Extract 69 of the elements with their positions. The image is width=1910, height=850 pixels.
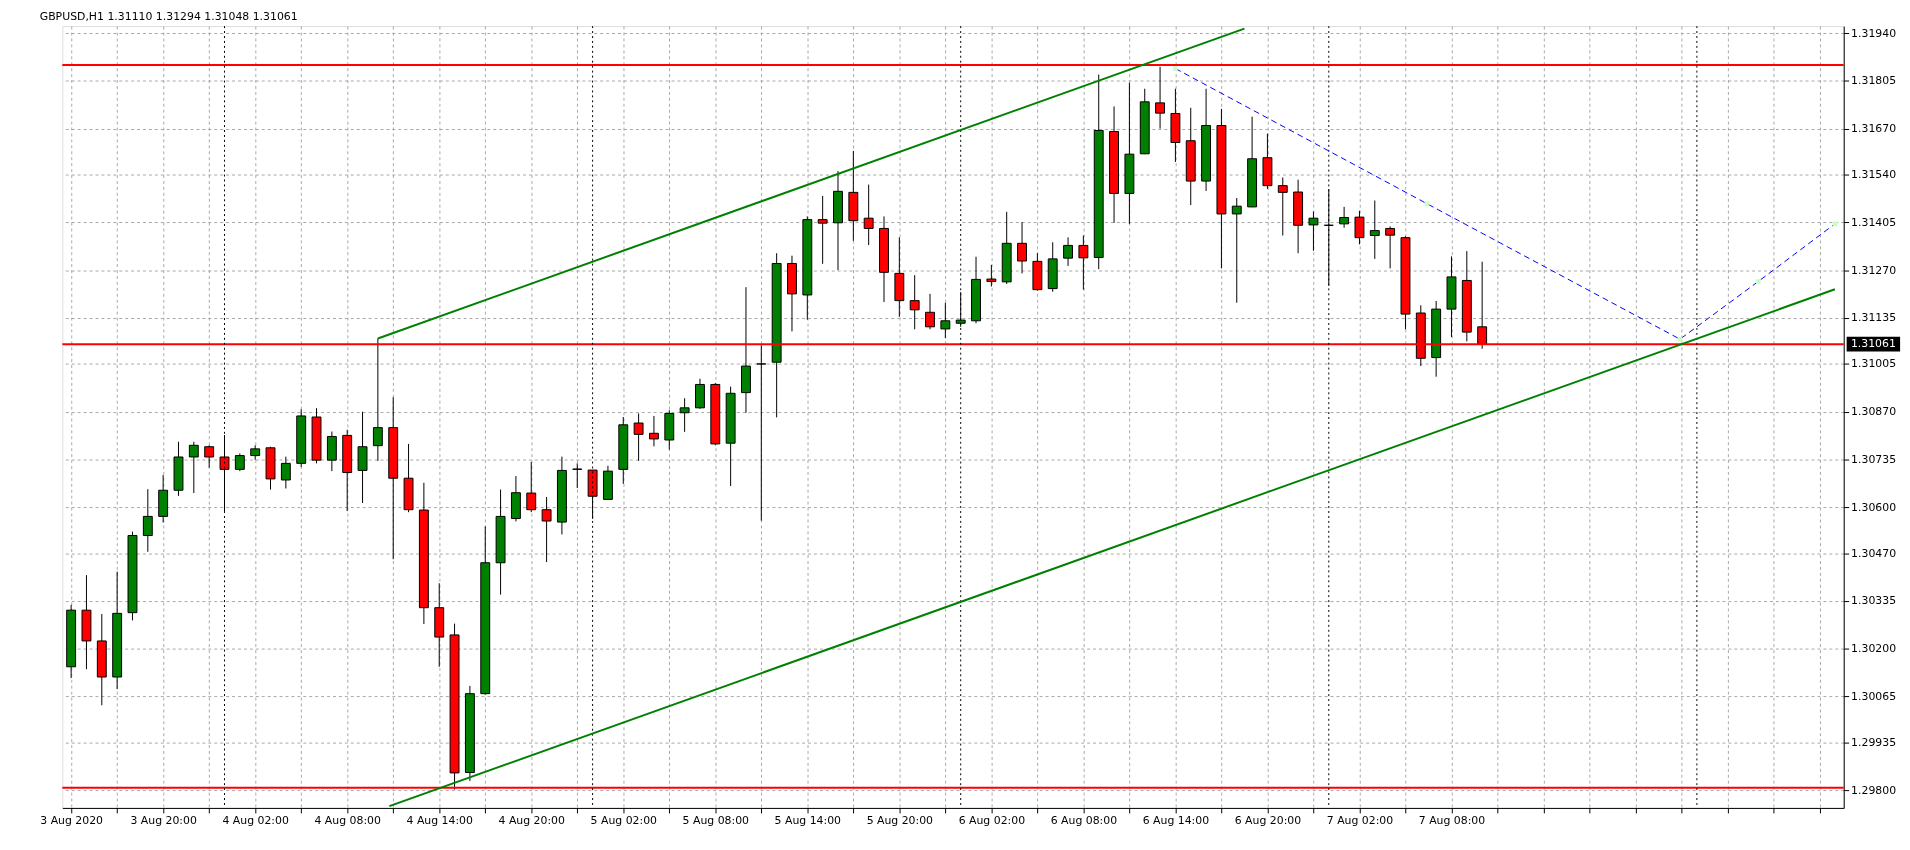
- candlestick: [695, 378, 705, 410]
- x-tick-label: 5 Aug 20:00: [866, 814, 934, 828]
- x-tick-label: 3 Aug 20:00: [130, 814, 197, 828]
- y-tick-label: 1.31005: [1851, 357, 1897, 371]
- candlestick: [142, 488, 153, 553]
- point: [1424, 201, 1430, 207]
- y-tick-label: 1.31670: [1851, 122, 1897, 136]
- point: [1173, 66, 1178, 71]
- x-tick-label: 6 Aug 08:00: [1050, 814, 1118, 828]
- candlestick: [1385, 225, 1396, 269]
- candlestick: [863, 184, 874, 246]
- candlestick: [357, 411, 368, 504]
- y-tick-label: 1.29935: [1851, 735, 1897, 749]
- candlestick: [541, 496, 552, 563]
- candlestick: [1369, 200, 1380, 260]
- y-tick-label: 1.31805: [1851, 74, 1897, 88]
- candlestick: [909, 274, 920, 330]
- candlestick: [648, 415, 659, 447]
- candlestick: [1017, 221, 1027, 274]
- y-tick-label: 1.31540: [1851, 168, 1897, 182]
- x-tick-label: 7 Aug 02:00: [1326, 814, 1394, 828]
- candlestick: [526, 461, 537, 513]
- x-tick-label: 6 Aug 14:00: [1142, 814, 1210, 828]
- candlestick: [940, 302, 951, 339]
- y-tick-label: 1.31135: [1851, 311, 1897, 325]
- ref-line-label: 1.31061: [1850, 337, 1896, 351]
- x-tick-label: 4 Aug 14:00: [406, 814, 473, 828]
- y-tick-label: 1.31405: [1851, 215, 1897, 229]
- candlestick: [925, 293, 935, 330]
- candlestick: [326, 431, 337, 472]
- x-tick-label: 5 Aug 08:00: [682, 814, 750, 828]
- candlestick: [633, 412, 644, 462]
- y-tick-label: 1.31270: [1851, 263, 1897, 277]
- x-tick-label: 4 Aug 08:00: [314, 814, 381, 828]
- candlestick: [986, 264, 997, 287]
- candlestick: [1339, 206, 1350, 229]
- x-tick-label: 3 Aug 2020: [40, 814, 104, 828]
- y-tick-label: 1.30200: [1851, 642, 1897, 656]
- y-tick-label: 1.30335: [1851, 594, 1897, 608]
- point: [1755, 279, 1761, 284]
- x-tick-label: 4 Aug 20:00: [498, 814, 566, 828]
- candlestick: [1231, 197, 1242, 304]
- candlestick: [280, 456, 291, 489]
- y-tick-label: 1.30735: [1851, 452, 1897, 466]
- y-tick-label: 1.29800: [1851, 783, 1897, 797]
- candlestick: [1308, 210, 1319, 252]
- y-tick-label: 1.30600: [1851, 500, 1897, 514]
- candlestick: [1078, 235, 1089, 291]
- candlestick: [756, 344, 767, 522]
- y-tick-label: 1.30470: [1851, 546, 1897, 560]
- candlestick: [1354, 210, 1365, 245]
- candlestick: [572, 462, 583, 489]
- candlestick: [1063, 236, 1073, 267]
- candlestick: [1277, 177, 1288, 237]
- y-tick-label: 1.30065: [1851, 689, 1897, 703]
- y-tick-label: 1.31940: [1851, 26, 1897, 40]
- y-tick-label: 1.30870: [1851, 405, 1897, 419]
- x-tick-label: 4 Aug 02:00: [222, 814, 289, 828]
- x-tick-label: 5 Aug 14:00: [774, 814, 842, 828]
- candlestick: [817, 195, 828, 265]
- chart-title: GBPUSD,H1 1.31110 1.31294 1.31048 1.31061: [39, 9, 298, 23]
- candlestick: [188, 441, 199, 494]
- x-tick-label: 6 Aug 20:00: [1234, 814, 1302, 828]
- point: [1677, 336, 1683, 342]
- candlestick: [679, 397, 690, 433]
- x-tick-label: 5 Aug 02:00: [590, 814, 658, 828]
- x-tick-label: 6 Aug 02:00: [958, 814, 1026, 828]
- candlestick: [204, 444, 215, 469]
- x-tick-label: 7 Aug 08:00: [1418, 814, 1486, 828]
